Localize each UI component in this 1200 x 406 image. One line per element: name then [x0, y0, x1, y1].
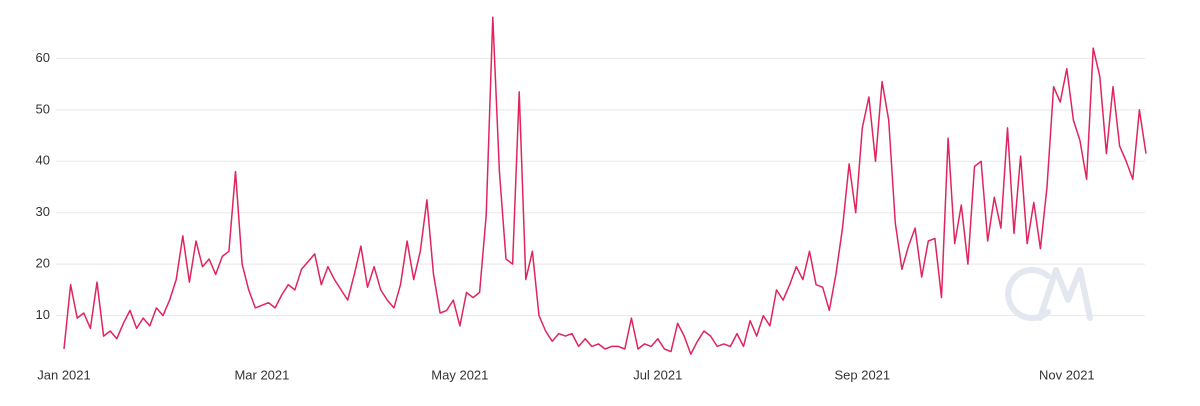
- x-tick-label: Jul 2021: [633, 367, 682, 382]
- watermark-m: [1037, 267, 1093, 321]
- watermark-c: [1005, 267, 1051, 321]
- x-tick-label: May 2021: [431, 367, 488, 382]
- x-tick-label: Jan 2021: [37, 367, 91, 382]
- y-tick-label: 50: [36, 101, 50, 116]
- y-tick-label: 10: [36, 307, 50, 322]
- y-tick-label: 30: [36, 204, 50, 219]
- x-tick-label: Mar 2021: [234, 367, 289, 382]
- line: [63, 16, 1147, 355]
- x-tick-label: Sep 2021: [834, 367, 890, 382]
- watermark: [1005, 267, 1093, 321]
- y-tick-label: 40: [36, 153, 50, 168]
- y-tick-label: 20: [36, 256, 50, 271]
- x-tick-label: Nov 2021: [1039, 367, 1095, 382]
- y-tick-label: 60: [36, 50, 50, 65]
